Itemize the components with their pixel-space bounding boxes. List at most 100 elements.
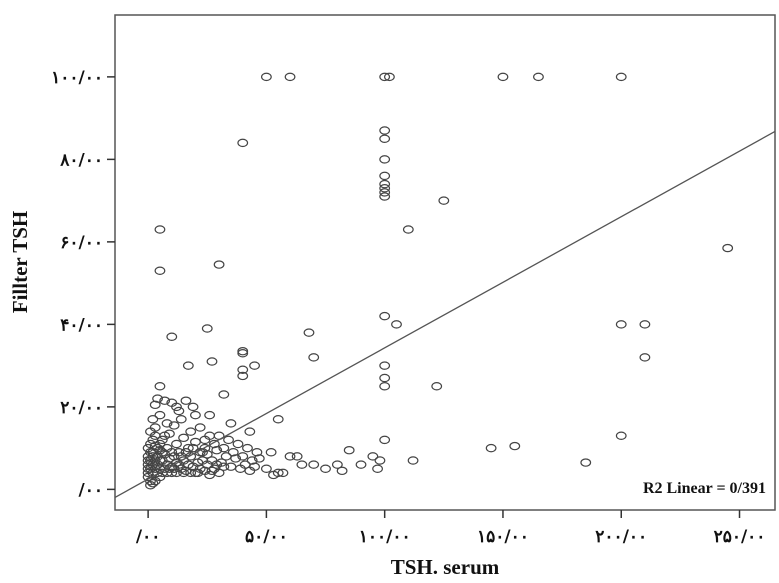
data-point <box>379 72 391 82</box>
data-point <box>249 462 260 471</box>
data-point <box>180 396 192 405</box>
data-point <box>218 462 230 471</box>
data-point <box>379 373 391 383</box>
data-point <box>154 266 166 275</box>
data-point <box>615 431 627 440</box>
data-point <box>308 460 320 469</box>
data-point <box>509 441 521 451</box>
data-point <box>211 460 223 469</box>
data-point <box>149 400 161 410</box>
data-point <box>201 450 213 459</box>
data-point <box>438 196 450 205</box>
data-point <box>372 464 383 473</box>
data-point <box>152 460 163 469</box>
data-point <box>218 443 230 453</box>
data-point <box>173 406 185 416</box>
data-point <box>213 468 225 478</box>
data-point <box>272 415 284 424</box>
data-point <box>149 423 161 432</box>
data-point <box>379 192 391 201</box>
data-point <box>580 458 592 467</box>
data-point <box>331 460 343 469</box>
data-point <box>220 452 232 461</box>
data-point <box>384 72 395 82</box>
data-point <box>303 328 315 337</box>
data-point <box>166 448 178 457</box>
data-point <box>260 72 272 82</box>
data-point <box>260 464 272 473</box>
data-point <box>379 188 391 197</box>
data-point <box>185 427 197 436</box>
data-point <box>237 349 249 358</box>
data-point <box>192 468 204 478</box>
x-tick-label: ۱۰۰/۰۰ <box>359 527 411 547</box>
data-point <box>213 260 225 269</box>
data-point <box>391 320 402 329</box>
data-point <box>154 382 166 391</box>
data-point <box>237 138 249 148</box>
data-point <box>206 466 218 476</box>
data-point <box>166 398 178 407</box>
y-tick-label: ۴۰/۰۰ <box>60 315 103 335</box>
data-point <box>249 361 260 370</box>
data-point <box>485 443 497 453</box>
data-point <box>187 402 199 412</box>
y-tick-label: ۶۰/۰۰ <box>60 233 103 253</box>
data-point <box>237 452 249 461</box>
data-point <box>355 460 367 469</box>
data-point <box>296 460 308 469</box>
data-point <box>208 439 220 449</box>
data-points <box>142 72 734 490</box>
x-tick-label: ۱۵۰/۰۰ <box>477 527 529 547</box>
data-point <box>379 155 391 164</box>
y-axis: /۰۰ ۲۰/۰۰ ۴۰/۰۰ ۶۰/۰۰ ۸۰/۰۰ ۱۰۰/۰۰ <box>51 68 115 500</box>
data-point <box>171 468 182 478</box>
data-point <box>223 435 234 445</box>
data-point <box>336 466 348 476</box>
y-tick-label: ۸۰/۰۰ <box>59 150 103 170</box>
data-point <box>379 361 391 370</box>
data-point <box>194 423 206 432</box>
data-point <box>379 435 391 445</box>
data-point <box>343 445 355 455</box>
data-point <box>178 468 190 478</box>
plot-frame <box>114 14 776 511</box>
data-point <box>367 452 379 461</box>
r2-annotation: R2 Linear = 0/391 <box>643 480 766 497</box>
data-point <box>268 470 279 480</box>
data-point <box>225 419 237 428</box>
data-point <box>154 456 166 465</box>
data-point <box>374 456 386 465</box>
data-point <box>431 382 443 391</box>
data-point <box>253 454 265 463</box>
data-point <box>187 443 199 453</box>
data-point <box>379 184 391 193</box>
x-tick-label: ۲۵۰/۰۰ <box>714 527 766 547</box>
data-point <box>639 320 651 329</box>
data-point <box>246 456 258 465</box>
data-point <box>242 443 253 453</box>
data-point <box>284 72 296 82</box>
data-point <box>379 126 391 135</box>
x-axis-title: TSH. serum <box>391 555 500 579</box>
data-point <box>291 452 303 461</box>
data-point <box>379 171 391 181</box>
data-point <box>164 464 175 473</box>
data-point <box>320 464 331 473</box>
data-point <box>159 431 171 440</box>
data-point <box>199 443 211 453</box>
data-point <box>379 382 391 391</box>
data-point <box>379 311 391 321</box>
data-point <box>308 353 320 362</box>
data-point <box>154 439 166 449</box>
data-point <box>211 445 223 455</box>
data-point <box>147 452 159 461</box>
fit-line <box>114 130 776 498</box>
data-point <box>142 452 154 461</box>
data-point <box>161 419 173 428</box>
data-point <box>154 225 166 234</box>
data-point <box>147 415 159 424</box>
data-point <box>149 456 161 465</box>
data-point <box>190 410 201 420</box>
data-point <box>185 468 197 478</box>
